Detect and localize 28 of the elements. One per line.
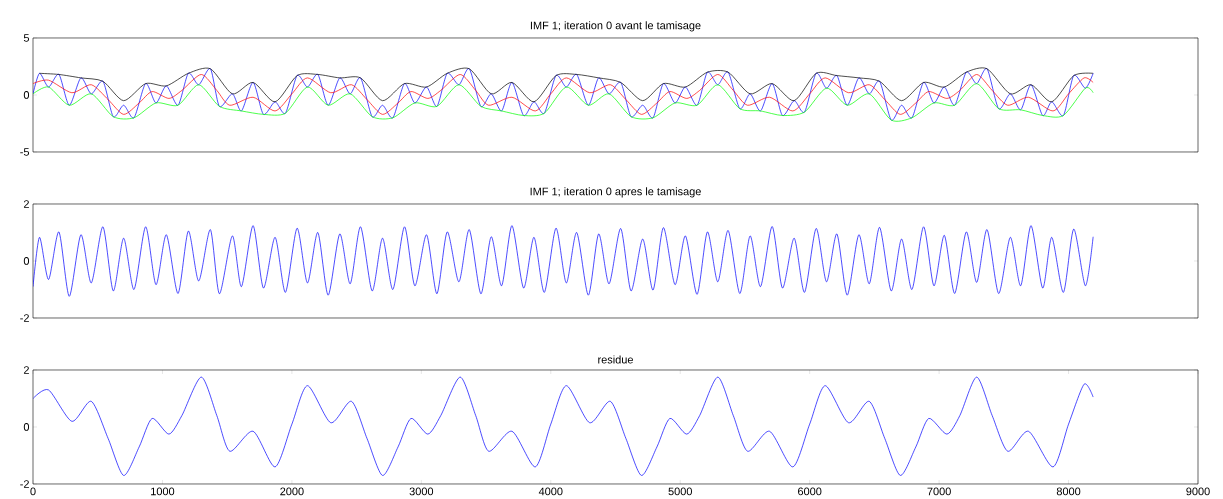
line-series [33, 83, 1094, 121]
line-series [33, 376, 1094, 476]
x-tick-label: 3000 [409, 487, 434, 496]
x-tick-label: 9000 [1186, 487, 1210, 496]
x-tick-label: 6000 [798, 487, 822, 496]
chart-title: residue [598, 355, 633, 364]
y-tick-label: 2 [23, 366, 29, 374]
x-tick-label: 1000 [151, 487, 175, 496]
chart-title: IMF 1; iteration 0 apres le tamisage [530, 187, 701, 198]
line-series [33, 74, 1094, 115]
x-tick-label: 4000 [538, 487, 563, 496]
y-tick-label: 0 [23, 257, 30, 265]
y-tick-label: 0 [23, 423, 30, 431]
y-tick-label: -2 [20, 314, 29, 322]
y-tick-label: 5 [23, 34, 30, 42]
line-series [33, 225, 1094, 297]
y-tick-label: 2 [23, 200, 29, 208]
x-tick-label: 2000 [280, 487, 304, 496]
line-series [33, 68, 1094, 121]
y-tick-label: -2 [20, 480, 29, 488]
y-tick-label: -5 [20, 148, 30, 156]
x-tick-label: 8000 [1056, 487, 1081, 496]
y-tick-label: 0 [23, 91, 30, 99]
x-tick-label: 0 [30, 487, 36, 496]
line-series [39, 67, 1094, 103]
chart-title: IMF 1; iteration 0 avant le tamisage [530, 21, 701, 32]
x-tick-label: 7000 [927, 487, 951, 496]
x-tick-label: 5000 [668, 487, 692, 496]
